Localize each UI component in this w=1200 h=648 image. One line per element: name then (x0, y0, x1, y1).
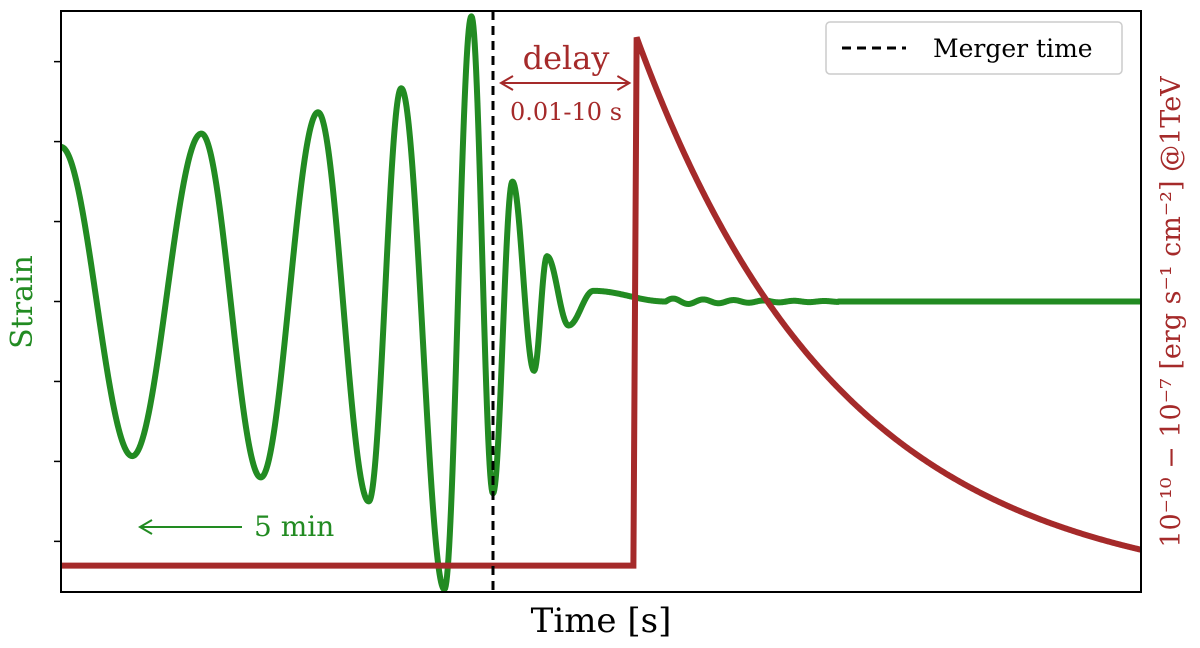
legend-merger-label: Merger time (933, 34, 1093, 63)
plot-frame (60, 10, 1142, 593)
y-axis-label-left: Strain (5, 255, 40, 349)
strain-series-line (58, 13, 1144, 593)
legend: Merger time (825, 21, 1123, 75)
legend-box (825, 21, 1123, 75)
flux-series-line (61, 36, 1142, 569)
plot-area (54, 11, 1144, 593)
delay-range-label: 0.01-10 s (510, 98, 622, 126)
delay-label: delay (523, 39, 610, 77)
y-axis-label-right: 10⁻¹⁰ − 10⁻⁷ [erg s⁻¹ cm⁻²] @1TeV (1156, 76, 1187, 548)
duration-arrow-head (138, 519, 153, 535)
x-axis-label: Time [s] (531, 601, 672, 641)
annotations: delay 0.01-10 s 5 min (138, 39, 632, 543)
delay-arrow-head-left (499, 75, 514, 91)
duration-label: 5 min (254, 510, 334, 543)
delay-arrow-head-right (616, 75, 632, 91)
